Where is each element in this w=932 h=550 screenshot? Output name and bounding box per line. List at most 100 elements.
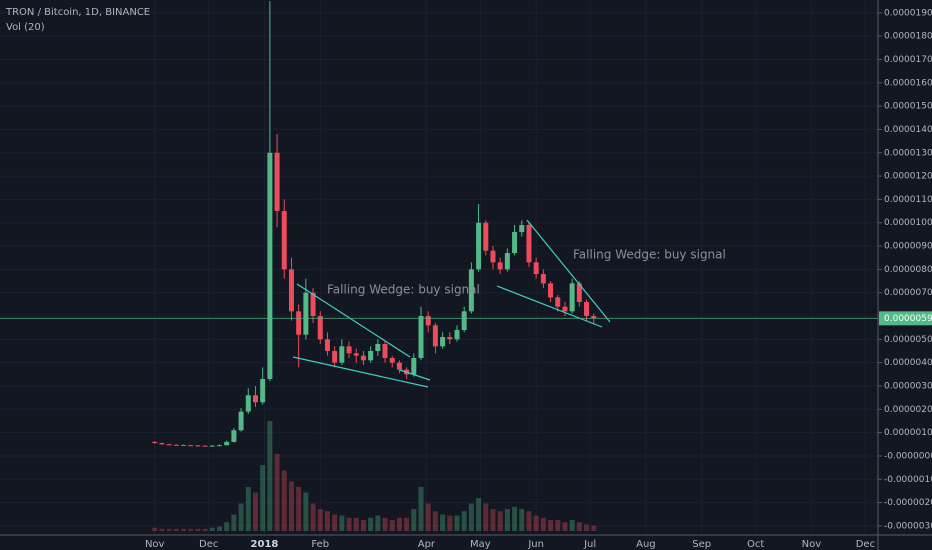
candle-body (324, 339, 330, 351)
volume-bar (447, 515, 453, 531)
candle-body (375, 343, 381, 351)
volume-bar (548, 520, 554, 531)
volume-bar (346, 517, 352, 531)
candle-body (504, 253, 510, 270)
trend-line (296, 283, 411, 358)
volume-bar (339, 515, 345, 531)
candle-body (217, 445, 222, 447)
candle-body (353, 353, 359, 356)
candle-body (569, 283, 575, 312)
candle-body (281, 211, 287, 270)
candle-body (317, 316, 323, 340)
volume-bar (411, 509, 417, 531)
volume-bar (591, 525, 597, 531)
last-price-box (879, 311, 932, 326)
candle-body (411, 357, 417, 375)
x-tick-label: Nov (802, 539, 822, 550)
volume-bar (418, 487, 424, 531)
candle-body (267, 152, 273, 379)
candle-body (288, 269, 294, 312)
volume-bar (569, 520, 575, 531)
volume-bar (404, 517, 410, 531)
chart-title: TRON / Bitcoin, 1D, BINANCE (5, 7, 150, 18)
volume-bar (497, 511, 503, 531)
volume-bar (217, 526, 222, 531)
x-tick-label: Apr (418, 539, 436, 550)
trend-line (496, 285, 603, 328)
candle-body (555, 297, 561, 307)
candles (152, 1, 597, 447)
volume-bar (576, 522, 582, 531)
candle-body (490, 250, 496, 263)
candle-body (461, 311, 467, 331)
volume-bar (274, 454, 280, 531)
volume-bar (181, 528, 187, 531)
candle-body (454, 330, 460, 340)
candle-body (389, 357, 395, 363)
candle-body (152, 441, 158, 444)
volume-bar (512, 506, 518, 531)
candle-body (468, 269, 474, 312)
candle-body (224, 441, 230, 446)
candle-body (296, 311, 302, 335)
candle-body (562, 306, 568, 312)
candle-body (425, 316, 431, 326)
x-tick-label: Aug (636, 539, 656, 550)
volume-bar (332, 514, 338, 531)
candle-body (202, 445, 208, 447)
volume-bar (224, 522, 230, 531)
volume-bar (526, 511, 532, 531)
candle-body (382, 343, 388, 358)
volume-bar (317, 509, 323, 531)
candle-body (181, 444, 187, 446)
candle-body (332, 350, 338, 363)
trend-line (292, 356, 429, 388)
candle-body (440, 336, 446, 347)
volume-bar (540, 517, 546, 531)
x-tick-label: Nov (145, 539, 165, 550)
volume-bar (353, 517, 359, 531)
y-tick-label: -0.00000000 (884, 451, 932, 461)
volume-bar (382, 517, 388, 531)
y-tick-label: 0.00000100 (884, 428, 932, 438)
candle-body (231, 430, 237, 442)
volume-bar (166, 528, 172, 531)
candle-body (576, 283, 582, 303)
candle-body (238, 411, 244, 431)
volume-bar (432, 511, 438, 531)
candle-body (432, 325, 438, 347)
volume-bar (231, 514, 237, 531)
candle-body (245, 395, 251, 412)
volume-bar (375, 515, 381, 531)
volume-bar (519, 509, 525, 531)
volume-bar (303, 492, 309, 531)
volume-bar (483, 503, 489, 531)
last-price-label: 0.00000590 (884, 314, 932, 324)
x-tick-label: Dec (199, 539, 218, 550)
annotation: Falling Wedge: buy signal (573, 248, 726, 262)
volume-bar (252, 492, 258, 531)
x-tick-label: Sep (692, 539, 711, 550)
volume-bar (195, 528, 201, 531)
candle-body (173, 444, 179, 446)
x-tick-label: Dec (856, 539, 875, 550)
candle-body (512, 232, 518, 254)
candle-body (368, 350, 374, 361)
volume-bar (260, 465, 266, 531)
candle-body (188, 445, 194, 447)
volume-bar (389, 520, 395, 531)
candle-body (346, 346, 352, 354)
chart-subtitle: Vol (20) (6, 22, 45, 33)
volume-bar (425, 503, 431, 531)
